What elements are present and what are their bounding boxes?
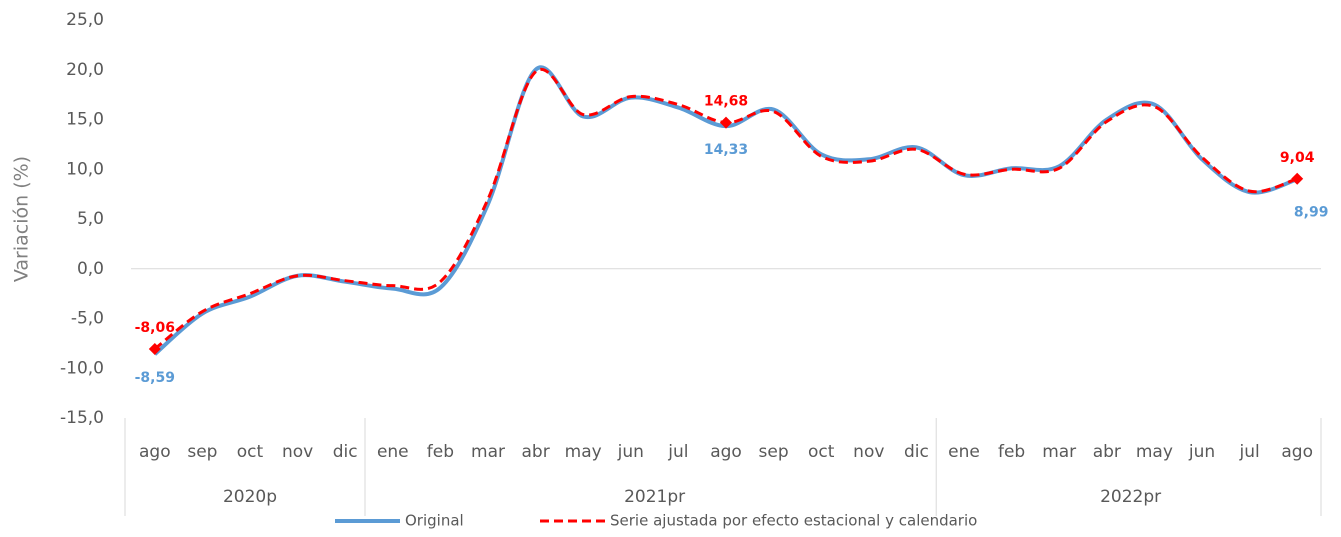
data-label: 9,04 <box>1280 150 1315 166</box>
data-label: -8,59 <box>135 370 175 386</box>
x-tick-label: sep <box>759 442 789 462</box>
series-line <box>153 67 1298 351</box>
y-axis-label: Variación (%) <box>11 156 33 282</box>
x-tick-label: jul <box>667 442 688 462</box>
x-tick-label: feb <box>427 442 454 462</box>
x-tick-label: abr <box>1093 442 1121 462</box>
x-tick-label: ago <box>1281 442 1313 462</box>
y-tick-label: -5,0 <box>71 309 104 329</box>
group-label: 2020p <box>223 487 277 507</box>
x-tick-label: jun <box>617 442 644 462</box>
x-tick-label: nov <box>282 442 313 462</box>
x-tick-label: ene <box>948 442 980 462</box>
y-tick-label: -10,0 <box>60 358 104 378</box>
legend-label: Original <box>405 512 464 530</box>
data-label: 14,33 <box>704 142 748 158</box>
point-marker <box>720 116 732 129</box>
x-tick-label: may <box>565 442 602 462</box>
y-tick-label: 5,0 <box>77 209 104 229</box>
x-tick-label: abr <box>521 442 549 462</box>
y-tick-label: 10,0 <box>66 159 104 179</box>
x-tick-label: sep <box>187 442 217 462</box>
x-tick-label: mar <box>1042 442 1076 462</box>
y-tick-label: -15,0 <box>60 408 104 428</box>
x-tick-label: dic <box>333 442 358 462</box>
y-tick-label: 0,0 <box>77 259 104 279</box>
y-tick-label: 15,0 <box>66 110 104 130</box>
x-tick-label: dic <box>904 442 929 462</box>
group-label: 2021pr <box>624 487 685 507</box>
point-marker <box>148 342 161 355</box>
data-label: -8,06 <box>135 320 175 336</box>
x-tick-label: ene <box>377 442 409 462</box>
x-tick-label: ago <box>710 442 742 462</box>
x-tick-label: oct <box>808 442 835 462</box>
x-tick-label: feb <box>998 442 1025 462</box>
x-tick-label: jul <box>1238 442 1259 462</box>
data-label: 14,68 <box>704 94 748 110</box>
x-tick-label: jun <box>1188 442 1215 462</box>
x-tick-label: oct <box>237 442 264 462</box>
x-tick-label: may <box>1136 442 1173 462</box>
x-tick-label: ago <box>139 442 171 462</box>
data-label: 8,99 <box>1294 204 1329 220</box>
group-label: 2022pr <box>1100 487 1161 507</box>
series-line <box>153 65 1298 356</box>
x-tick-label: nov <box>853 442 884 462</box>
legend-label: Serie ajustada por efecto estacional y c… <box>610 512 977 530</box>
x-tick-label: mar <box>471 442 505 462</box>
y-tick-label: 20,0 <box>66 60 104 80</box>
point-marker <box>1291 172 1304 185</box>
y-tick-label: 25,0 <box>66 10 104 30</box>
